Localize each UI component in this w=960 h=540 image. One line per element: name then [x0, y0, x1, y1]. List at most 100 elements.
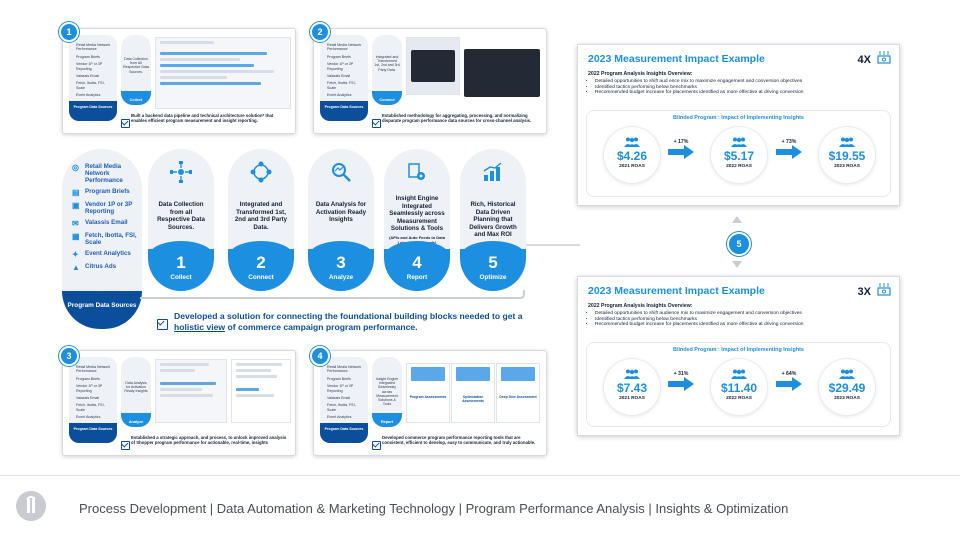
source-item: ✦ Event Analytics	[72, 250, 131, 259]
people-icon	[819, 134, 875, 152]
step-optimize: Rich, Historical Data Driven Planning th…	[460, 149, 526, 291]
insight-bullet: Identified tactics performing below benc…	[595, 85, 803, 91]
roas-circle: $19.55 2023 ROAS	[819, 127, 875, 183]
impact-multiplier: 3X	[857, 286, 871, 298]
mini-source: Fetch, Ibotta, FSI, Scale	[327, 81, 356, 90]
roas-value: $29.49	[828, 381, 866, 395]
roas-value: $19.55	[828, 149, 866, 163]
report-column-2: Optimization Assessments	[451, 363, 495, 423]
holistic-view-link: holistic view	[174, 322, 226, 332]
source-item: ▤ Program Briefs	[72, 188, 130, 197]
step-collect: Data Collection from all Respective Data…	[148, 149, 214, 291]
step-label: Collect	[170, 274, 192, 281]
impact-card-3x: 2023 Measurement Impact Example 3X 2022 …	[577, 276, 900, 436]
roas-circle: $4.26 2021 ROAS	[604, 127, 660, 183]
insight-bullet: Recommended budget increase for placemen…	[595, 322, 803, 328]
thumbnail-caption: Built a backend data pipeline and techni…	[131, 113, 274, 124]
money-growth-icon	[877, 283, 891, 296]
architecture-diagram-screenshot	[155, 37, 291, 109]
right-arrow-icon	[776, 377, 802, 391]
step-badge: 4	[310, 346, 330, 366]
impact-title: 2023 Measurement Impact Example	[588, 285, 765, 297]
roas-panel: Blinded Program : Impact of Implementing…	[586, 342, 891, 427]
money-growth-icon	[877, 51, 891, 64]
growth-percent: + 73%	[781, 139, 797, 145]
mini-source: Program Briefs	[76, 54, 100, 59]
insight-bullet: Identified tactics performing below benc…	[595, 317, 803, 323]
thumbnail-step-4: Retail Media Network Performance Program…	[313, 350, 547, 456]
mini-step-label: Connect	[372, 91, 402, 105]
mini-source: Retail Media Network Performance	[327, 365, 362, 374]
right-arrow-icon	[668, 377, 694, 391]
step-number: 4	[412, 253, 422, 272]
step-label: Report	[406, 274, 428, 281]
growth-arrow: + 64%	[775, 371, 803, 396]
roas-panel: Blinded Program : Impact of Implementing…	[586, 110, 891, 197]
mail-icon: ✉	[72, 219, 79, 228]
growth-percent: + 31%	[673, 371, 689, 377]
roas-value: $4.26	[616, 149, 648, 163]
right-arrow-icon	[776, 145, 802, 159]
thumbnail-caption: Established a strategic approach, and pr…	[131, 435, 287, 446]
thumbnail-step-3: Retail Media Network Performance Program…	[62, 350, 296, 456]
connect-nodes-icon	[228, 161, 294, 188]
impact-title: 2023 Measurement Impact Example	[588, 53, 765, 65]
event-icon: ✦	[72, 250, 79, 259]
document-icon: ▤	[72, 188, 80, 197]
mini-source: Vendor 1P or 3P Reporting	[76, 62, 103, 71]
mini-source: Event Analytics	[327, 415, 352, 420]
report-column-title: Program Assessments	[409, 395, 447, 399]
roas-value: $11.40	[720, 381, 758, 395]
roas-panel-title: Blinded Program : Impact of Implementing…	[673, 347, 804, 353]
data-table-screenshot	[464, 49, 540, 97]
roas-year: 2021 ROAS	[619, 396, 645, 401]
mini-source: Vendor 1P or 3P Reporting	[76, 384, 103, 393]
analysis-dashboard-screenshot	[155, 359, 227, 423]
mini-sources-footer: Program Data Sources	[69, 423, 117, 443]
footer-divider	[0, 475, 960, 476]
people-icon	[711, 134, 767, 152]
mini-step-pill: Insight Engine Integrated Seamlessly acr…	[372, 357, 402, 427]
analysis-notes-screenshot	[231, 359, 291, 423]
mini-source: Event Analytics	[76, 415, 101, 420]
report-column-title: Optimization Assessments	[462, 395, 484, 403]
growth-percent: + 17%	[673, 139, 689, 145]
report-column-1: Program Assessments	[406, 363, 450, 423]
people-icon	[711, 366, 767, 384]
program-data-sources-panel: ◎ Retail Media Network Performance ▤ Progr…	[62, 149, 142, 329]
step-number: 2	[256, 253, 266, 272]
mini-source: Vendor 1P or 3P Reporting	[327, 384, 354, 393]
network-hub-icon	[148, 161, 214, 188]
insight-bullets: Detailed opportunities to shift aud ence…	[588, 79, 803, 96]
mini-source: Program Briefs	[327, 376, 351, 381]
mini-data-sources: Retail Media Network Performance Program…	[320, 35, 368, 121]
mini-step-text: Data Collection from All Respective Data…	[123, 57, 149, 74]
coupon-icon: ▦	[72, 232, 80, 241]
mini-source: Valassis Email	[327, 396, 351, 401]
step-report: Insight Engine Integrated Seamlessly acr…	[384, 149, 450, 291]
growth-arrow: + 31%	[667, 371, 695, 396]
mini-source: Retail Media Network Performance	[76, 365, 111, 374]
mini-step-pill: Data Analysis for Activation Ready Insig…	[121, 357, 151, 427]
connector-up-arrow	[732, 216, 742, 223]
mini-step-label: Report	[372, 413, 402, 427]
step-connect: Integrated and Transformed 1st, 2nd and …	[228, 149, 294, 291]
source-item: ✉ Valassis Email	[72, 219, 128, 228]
roas-value: $5.17	[723, 149, 755, 163]
impact-multiplier: 4X	[857, 54, 871, 66]
source-item: ▲ Citrus Ads	[72, 263, 117, 272]
people-icon	[819, 366, 875, 384]
mini-source: Event Analytics	[76, 93, 101, 98]
magnifier-icon	[308, 161, 374, 188]
chart-icon: ▣	[72, 201, 80, 210]
growth-percent: + 64%	[781, 371, 797, 377]
checkbox-icon	[157, 319, 168, 330]
mini-source: Retail Media Network Performance	[76, 43, 111, 52]
insight-bullet: Recommended budget increase for placemen…	[595, 90, 803, 96]
ads-icon: ▲	[72, 263, 80, 272]
mini-sources-footer: Program Data Sources	[320, 423, 368, 443]
mini-source: Fetch, Ibotta, FSI, Scale	[76, 81, 105, 90]
mini-data-sources: Retail Media Network Performance Program…	[320, 357, 368, 443]
source-item: ▦ Fetch, Ibotta, FSI, Scale	[72, 232, 137, 246]
checkbox-icon	[372, 441, 381, 450]
